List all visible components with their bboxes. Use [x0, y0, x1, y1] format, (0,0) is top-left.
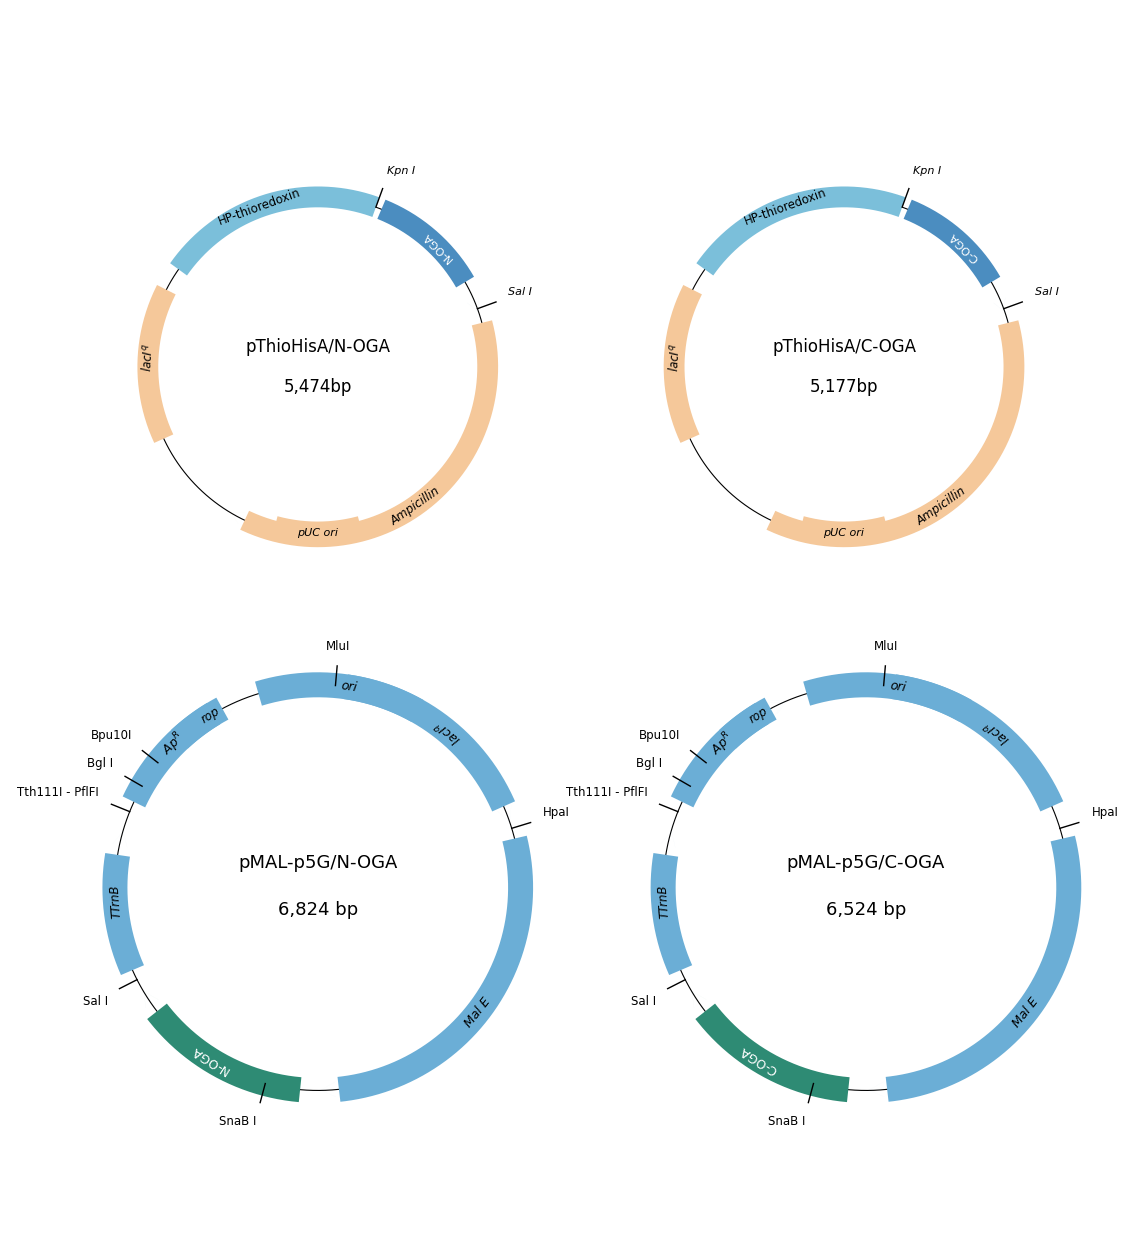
Text: Bpu10I: Bpu10I	[639, 729, 680, 743]
Text: Kpn I: Kpn I	[913, 166, 942, 176]
Text: SnaB I: SnaB I	[767, 1115, 805, 1128]
Text: pMAL-p5G/C-OGA: pMAL-p5G/C-OGA	[787, 854, 945, 873]
Text: Mal E: Mal E	[462, 995, 493, 1030]
Text: pUC ori: pUC ori	[824, 529, 865, 539]
Text: pUC ori: pUC ori	[297, 529, 338, 539]
Text: $lacI^q$: $lacI^q$	[666, 343, 682, 373]
Text: N-OGA: N-OGA	[189, 1042, 232, 1076]
Text: Sal I: Sal I	[631, 994, 656, 1008]
Text: HpaI: HpaI	[1092, 806, 1118, 818]
Text: $lacI^q$: $lacI^q$	[140, 343, 156, 373]
Text: MluI: MluI	[874, 640, 899, 652]
Text: rop: rop	[747, 704, 771, 727]
Text: $lacI^q$: $lacI^q$	[432, 717, 465, 748]
Text: 5,177bp: 5,177bp	[810, 378, 879, 396]
Text: pThioHisA/C-OGA: pThioHisA/C-OGA	[772, 338, 916, 357]
Text: ori: ori	[889, 680, 907, 695]
Text: $lacI^q$: $lacI^q$	[981, 717, 1013, 748]
Text: TTrnB: TTrnB	[108, 884, 123, 919]
Text: Sal I: Sal I	[1035, 287, 1059, 297]
Text: $Ap^R$: $Ap^R$	[707, 728, 739, 760]
Text: SnaB I: SnaB I	[219, 1115, 257, 1128]
Text: Bgl I: Bgl I	[87, 756, 114, 770]
Text: C-OGA: C-OGA	[947, 230, 981, 264]
Text: TTrnB: TTrnB	[656, 884, 671, 919]
Text: Ampicillin: Ampicillin	[388, 484, 443, 527]
Text: $Ap^R$: $Ap^R$	[158, 728, 190, 760]
Text: MluI: MluI	[326, 640, 351, 652]
Text: 5,474bp: 5,474bp	[283, 378, 352, 396]
Text: Kpn I: Kpn I	[388, 166, 415, 176]
Text: 6,824 bp: 6,824 bp	[278, 900, 358, 919]
Text: HP-thioredoxin: HP-thioredoxin	[217, 186, 303, 228]
Text: C-OGA: C-OGA	[738, 1044, 780, 1076]
Text: N-OGA: N-OGA	[421, 230, 454, 264]
Text: Sal I: Sal I	[83, 994, 108, 1008]
Text: Tth111I - PflFI: Tth111I - PflFI	[17, 786, 99, 800]
Text: Ampicillin: Ampicillin	[914, 484, 969, 527]
Text: pThioHisA/N-OGA: pThioHisA/N-OGA	[245, 338, 390, 357]
Text: Sal I: Sal I	[508, 287, 532, 297]
Text: HP-thioredoxin: HP-thioredoxin	[743, 186, 829, 228]
Text: pMAL-p5G/N-OGA: pMAL-p5G/N-OGA	[239, 854, 398, 873]
Text: Tth111I - PflFI: Tth111I - PflFI	[565, 786, 647, 800]
Text: HpaI: HpaI	[544, 806, 570, 818]
Text: Bpu10I: Bpu10I	[91, 729, 132, 743]
Text: rop: rop	[198, 704, 223, 727]
Text: Mal E: Mal E	[1011, 995, 1041, 1030]
Text: ori: ori	[341, 680, 359, 695]
Text: Bgl I: Bgl I	[635, 756, 662, 770]
Text: 6,524 bp: 6,524 bp	[826, 900, 906, 919]
